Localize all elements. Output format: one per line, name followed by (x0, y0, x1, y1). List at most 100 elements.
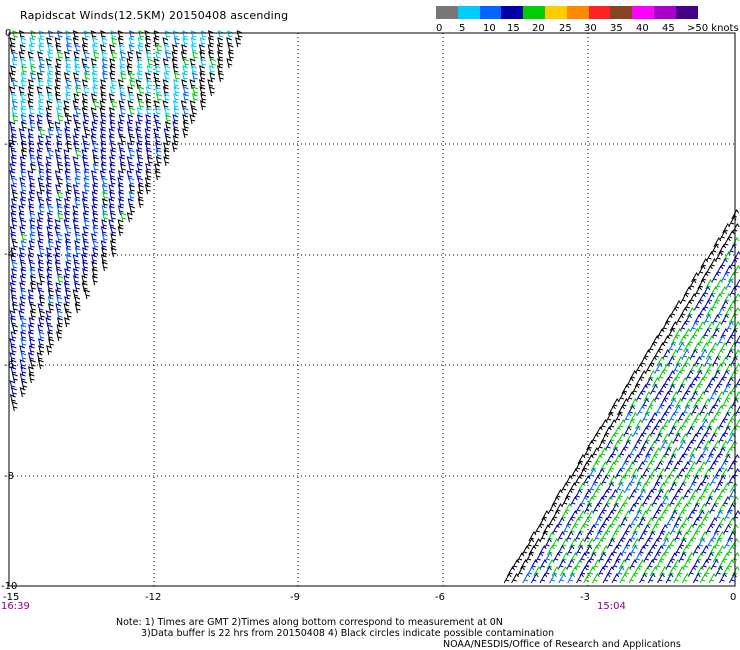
wind-barb (109, 191, 116, 202)
wind-barb (29, 121, 36, 132)
wind-barb (708, 433, 717, 444)
wind-barb (28, 149, 35, 160)
wind-barb (81, 282, 88, 293)
wind-barb (100, 93, 107, 104)
wind-barb (83, 114, 90, 125)
wind-barb (38, 345, 45, 356)
wind-barb (72, 184, 79, 195)
wind-barb (19, 226, 26, 237)
wind-barb (81, 233, 88, 244)
wind-barb (541, 510, 550, 521)
wind-barb (584, 531, 593, 542)
wind-barb (12, 30, 19, 41)
wind-barb (722, 223, 731, 234)
wind-barb (528, 545, 537, 556)
wind-barb (729, 258, 738, 269)
wind-barb (642, 454, 651, 465)
wind-barb (623, 412, 632, 423)
wind-barb (561, 496, 570, 507)
wind-barb (699, 405, 708, 416)
wind-barb (136, 72, 143, 83)
wind-barb (637, 517, 646, 528)
wind-barb (82, 240, 89, 251)
wind-barb (624, 552, 633, 563)
wind-barb (694, 286, 703, 297)
legend-swatch (436, 6, 458, 19)
wind-barb (144, 184, 151, 195)
wind-barb (650, 524, 658, 535)
wind-barb (63, 205, 70, 216)
wind-barb (647, 545, 656, 556)
wind-barb (55, 58, 62, 69)
wind-barb (64, 128, 71, 139)
wind-barb (588, 468, 597, 479)
wind-barb (680, 419, 689, 430)
legend-swatch (523, 6, 545, 19)
wind-barb (678, 538, 687, 549)
wind-barb (39, 275, 45, 286)
wind-barb (10, 317, 16, 328)
wind-barb (683, 356, 692, 367)
x-tick-label: -12 (145, 592, 161, 603)
wind-barb (667, 342, 676, 353)
wind-barb (606, 482, 615, 493)
wind-barb (618, 559, 627, 570)
wind-barb (19, 387, 26, 398)
wind-barb (29, 268, 36, 279)
wind-barb (155, 156, 162, 167)
wind-barb (39, 128, 46, 139)
y-tick-label: -8 (4, 471, 14, 482)
wind-barb (700, 419, 709, 430)
wind-barb (56, 128, 63, 139)
wind-barb (30, 163, 36, 174)
wind-barb (712, 398, 721, 409)
wind-barb (726, 321, 734, 332)
wind-barb (699, 573, 708, 584)
wind-barb (599, 419, 608, 430)
wind-barb (695, 482, 704, 493)
wind-barb (45, 156, 52, 167)
wind-barb (109, 65, 116, 76)
wind-barb (56, 107, 62, 118)
wind-barb (719, 286, 728, 297)
wind-barb (714, 468, 723, 479)
wind-barb (111, 100, 117, 111)
wind-barb (182, 107, 189, 118)
wind-barb (569, 538, 578, 549)
wind-barb (101, 58, 108, 69)
wind-barb (56, 310, 63, 321)
wind-barb (719, 230, 728, 241)
y-tick-label: -4 (4, 249, 14, 260)
wind-barb (75, 149, 82, 160)
wind-barb (681, 475, 690, 486)
wind-barb (82, 156, 88, 167)
wind-barb (629, 559, 638, 570)
wind-barb (735, 377, 740, 388)
wind-barb (38, 247, 45, 258)
wind-barb (679, 363, 688, 374)
wind-barb (665, 517, 674, 528)
wind-barb (712, 552, 721, 563)
wind-barb (144, 44, 151, 55)
wind-barb (575, 503, 584, 514)
wind-barb (18, 254, 25, 265)
wind-barb (189, 58, 196, 69)
wind-barb (109, 177, 116, 188)
wind-barb (227, 51, 234, 62)
wind-barb (724, 265, 733, 276)
wind-barb (38, 289, 45, 300)
wind-barb (20, 268, 27, 279)
wind-barb (137, 184, 144, 195)
wind-barb (613, 524, 622, 535)
wind-barb (567, 573, 576, 584)
wind-barb (46, 261, 53, 272)
wind-barb (91, 205, 98, 216)
wind-barb (654, 475, 663, 486)
wind-barb (20, 170, 27, 181)
x-tick-label: 0 (730, 592, 736, 603)
wind-barb (102, 72, 108, 83)
wind-barb (65, 65, 72, 76)
wind-barb (119, 107, 126, 118)
legend-swatch (457, 6, 480, 19)
wind-barb (74, 177, 81, 188)
